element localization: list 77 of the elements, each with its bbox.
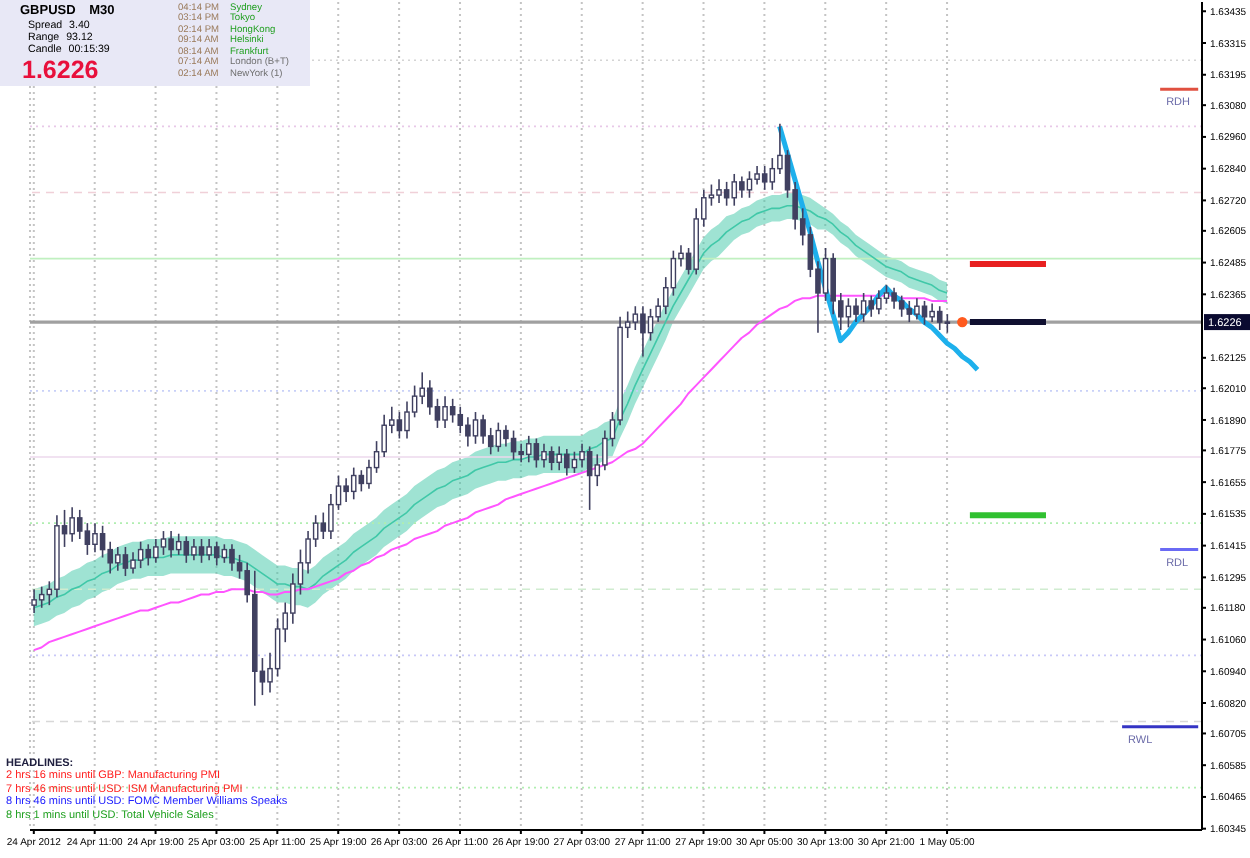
candlestick [137,540,144,569]
candlestick [723,181,730,207]
candlestick [853,297,859,323]
candlestick [731,173,738,207]
candlestick [503,424,509,448]
candlestick [564,448,570,477]
candlestick [739,175,745,199]
candlestick [487,427,494,456]
candlestick [936,305,943,331]
candlestick [830,252,836,315]
candlestick [84,522,91,556]
candlestick [130,551,136,575]
candlestick [145,543,152,567]
candlestick [465,416,471,448]
candlestick [38,585,45,609]
candlestick [107,540,113,575]
candlestick [213,540,220,567]
candlestick [761,165,768,191]
candlestick [769,157,776,191]
candlestick [449,398,456,424]
candlestick [518,442,524,464]
candlestick [396,411,403,440]
candlestick [860,292,867,323]
candlestick [541,442,547,469]
candlestick [320,511,327,540]
candlestick [586,445,593,511]
candlestick [427,379,433,416]
candlestick [366,458,372,490]
line-series [777,123,980,373]
candlestick [929,302,935,323]
candlestick [153,538,159,564]
candlestick [69,506,75,543]
candlestick [442,395,448,429]
candlestick [122,546,129,577]
candlestick [944,313,951,334]
candlestick [175,532,182,556]
candlestick [274,617,281,678]
candlestick [556,445,562,472]
candlestick [419,371,426,405]
candlestick [221,543,228,564]
candlestick [548,445,555,472]
candlestick [198,538,205,564]
candlestick [868,294,875,318]
candlestick [350,466,357,501]
annotation: 1.6226 [22,56,99,84]
candlestick [898,294,905,318]
candlestick [328,493,334,540]
candlestick [480,413,486,445]
candlestick [640,305,646,358]
candlestick [168,530,174,559]
candlestick [822,247,829,302]
candlestick [716,178,722,204]
candlestick [571,450,578,474]
candlestick [876,289,882,315]
candlestick [746,170,753,199]
candlestick [457,405,464,434]
candlestick [229,543,235,572]
candlestick [525,435,532,464]
candlestick [754,165,760,186]
candlestick [891,286,897,310]
candlestick [206,538,212,561]
candlestick [191,538,197,561]
candlestick [404,400,410,440]
candlestick [76,509,83,540]
candlestick [579,442,585,469]
candlestick [92,522,98,554]
candlestick [160,530,167,556]
candlestick [632,305,639,331]
candlestick [31,588,37,614]
candlestick [115,546,121,572]
candlestick [472,411,479,445]
candlestick [343,477,349,503]
candlestick [883,284,890,305]
candlestick [183,535,190,564]
candlestick [358,469,365,493]
candlestick [906,300,913,323]
candlestick [914,297,920,321]
